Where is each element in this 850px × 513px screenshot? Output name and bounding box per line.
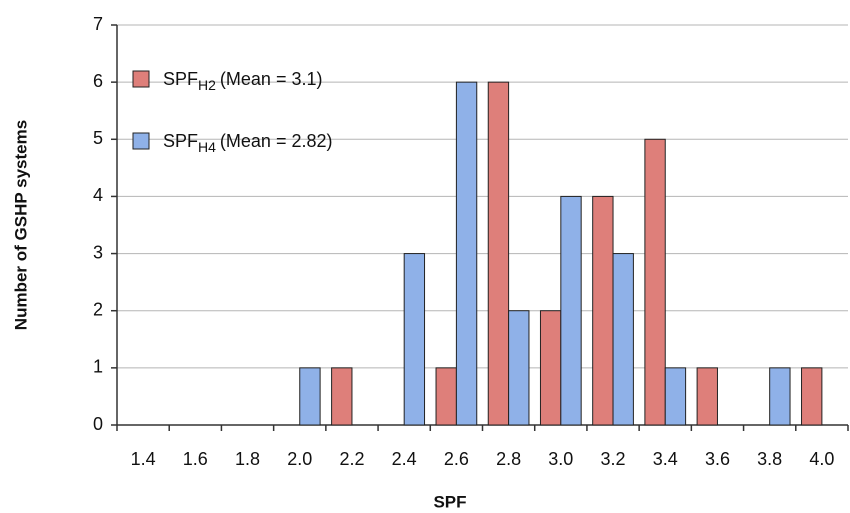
bar <box>331 367 353 426</box>
y-tick-label: 3 <box>93 242 103 262</box>
bar <box>508 310 530 426</box>
y-tick-label: 6 <box>93 71 103 91</box>
bar <box>435 367 457 426</box>
y-tick-label: 0 <box>93 414 103 434</box>
legend-label: SPFH2 (Mean = 3.1) <box>163 69 322 93</box>
x-tick-label: 1.4 <box>131 449 156 469</box>
bar <box>487 81 510 426</box>
bar <box>455 81 478 426</box>
x-tick-label: 4.0 <box>809 449 834 469</box>
legend-subscript: H2 <box>198 77 216 93</box>
x-tick-label: 2.8 <box>496 449 521 469</box>
bar <box>539 310 562 426</box>
x-tick-label: 3.8 <box>757 449 782 469</box>
y-tick-label: 1 <box>93 357 103 377</box>
legend-swatch <box>132 132 150 150</box>
legend-name: SPF <box>163 131 198 151</box>
bar <box>403 253 426 426</box>
y-tick-label: 4 <box>93 185 103 205</box>
bar <box>801 367 823 426</box>
x-tick-label: 3.4 <box>653 449 678 469</box>
x-tick-label: 3.6 <box>705 449 730 469</box>
bar <box>612 253 634 426</box>
bar <box>664 367 687 426</box>
bar <box>560 195 582 426</box>
x-tick-label: 1.6 <box>183 449 208 469</box>
legend-mean: (Mean = 3.1) <box>220 69 323 89</box>
legend-subscript: H4 <box>198 139 216 155</box>
x-tick-label: 2.4 <box>392 449 417 469</box>
x-tick-label: 2.0 <box>287 449 312 469</box>
bar <box>299 367 321 426</box>
bar <box>592 195 614 426</box>
x-tick-label: 2.2 <box>339 449 364 469</box>
x-tick-label: 3.0 <box>548 449 573 469</box>
x-tick-label: 1.8 <box>235 449 260 469</box>
bar <box>769 367 791 426</box>
x-tick-label: 3.2 <box>601 449 626 469</box>
x-axis-title: SPF <box>433 492 466 511</box>
bar <box>644 138 666 426</box>
bar <box>696 367 718 426</box>
legend-swatch <box>132 70 150 88</box>
legend-name: SPF <box>163 69 198 89</box>
y-tick-label: 2 <box>93 299 103 319</box>
legend-mean: (Mean = 2.82) <box>220 131 333 151</box>
x-tick-label: 2.6 <box>444 449 469 469</box>
legend-label: SPFH4 (Mean = 2.82) <box>163 131 332 155</box>
y-tick-label: 7 <box>93 14 103 34</box>
y-tick-label: 5 <box>93 128 103 148</box>
y-axis-title: Number of GSHP systems <box>11 120 30 330</box>
